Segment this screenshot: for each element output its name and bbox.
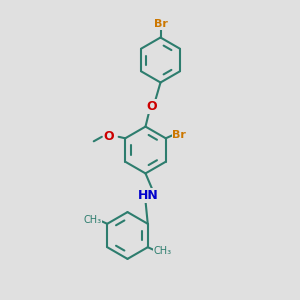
- Text: CH₃: CH₃: [154, 246, 172, 256]
- Text: O: O: [103, 130, 114, 143]
- Text: HN: HN: [138, 189, 159, 202]
- Text: O: O: [146, 100, 157, 113]
- Text: Br: Br: [154, 19, 167, 29]
- Text: Br: Br: [172, 130, 186, 140]
- Text: CH₃: CH₃: [84, 215, 102, 225]
